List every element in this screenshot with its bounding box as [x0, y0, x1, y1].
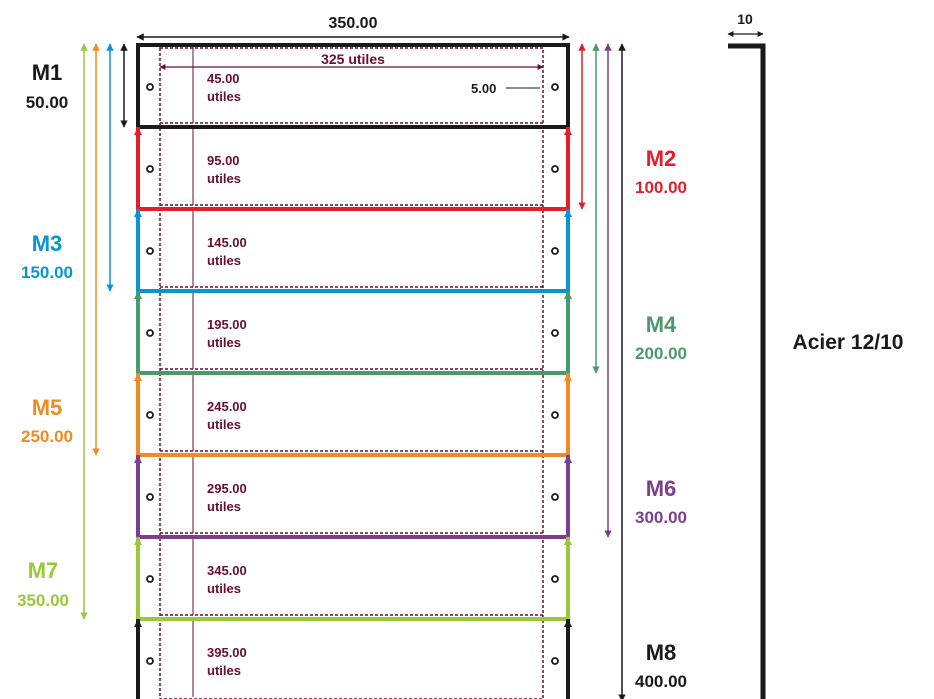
module-frame-M8 — [136, 619, 570, 699]
fixing-hole-left-M6 — [146, 493, 154, 501]
module-wall-tip-right-M6 — [564, 455, 572, 463]
fixing-hole-right-M3 — [551, 247, 559, 255]
module-wall-tip-left-M2 — [134, 127, 142, 135]
module-name-M2: M2 — [646, 146, 677, 171]
fixing-hole-right-M8 — [551, 657, 559, 665]
usable-height-word-M2: utiles — [207, 171, 241, 186]
module-wall-tip-left-M6 — [134, 455, 142, 463]
module-wall-tip-right-M2 — [564, 127, 572, 135]
module-frame-M3 — [136, 209, 570, 293]
module-wall-tip-left-M5 — [134, 373, 142, 381]
fixing-hole-right-M5 — [551, 411, 559, 419]
usable-height-value-M3: 145.00 — [207, 235, 247, 250]
module-frame-M7 — [136, 537, 570, 621]
hole-offset-label: 5.00 — [471, 81, 496, 96]
usable-height-value-M4: 195.00 — [207, 317, 247, 332]
module-frame-M1 — [136, 43, 570, 129]
usable-height-word-M6: utiles — [207, 499, 241, 514]
module-wall-tip-left-M7 — [134, 537, 142, 545]
module-height-M7: 350.00 — [17, 591, 69, 610]
usable-height-word-M4: utiles — [207, 335, 241, 350]
module-name-M6: M6 — [646, 476, 677, 501]
fixing-hole-left-M5 — [146, 411, 154, 419]
usable-height-word-M5: utiles — [207, 417, 241, 432]
usable-height-value-M8: 395.00 — [207, 645, 247, 660]
usable-width-label: 325 utiles — [321, 51, 385, 67]
module-name-M5: M5 — [32, 395, 63, 420]
module-wall-tip-right-M3 — [564, 209, 572, 217]
fixing-hole-right-M2 — [551, 165, 559, 173]
fixing-hole-right-M6 — [551, 493, 559, 501]
module-wall-tip-right-M5 — [564, 373, 572, 381]
fixing-hole-left-M2 — [146, 165, 154, 173]
usable-height-word-M3: utiles — [207, 253, 241, 268]
fixing-hole-left-M1 — [146, 83, 154, 91]
steel-profile-section — [728, 43, 766, 699]
module-wall-tip-right-M4 — [564, 291, 572, 299]
usable-height-value-M2: 95.00 — [207, 153, 240, 168]
width-label: 350.00 — [329, 15, 378, 32]
module-height-M5: 250.00 — [21, 427, 73, 446]
module-name-M1: M1 — [32, 60, 63, 85]
module-wall-tip-left-M3 — [134, 209, 142, 217]
module-height-M1: 50.00 — [26, 93, 69, 112]
module-frame-M4 — [136, 291, 570, 375]
usable-height-word-M1: utiles — [207, 89, 241, 104]
module-wall-tip-left-M4 — [134, 291, 142, 299]
fixing-hole-right-M7 — [551, 575, 559, 583]
fixing-hole-left-M3 — [146, 247, 154, 255]
usable-height-value-M1: 45.00 — [207, 71, 240, 86]
module-name-M3: M3 — [32, 231, 63, 256]
module-name-M7: M7 — [28, 558, 59, 583]
module-frame-M2 — [136, 127, 570, 211]
module-name-M4: M4 — [646, 312, 677, 337]
module-wall-tip-right-M8 — [564, 619, 572, 627]
usable-height-word-M7: utiles — [207, 581, 241, 596]
fixing-hole-left-M8 — [146, 657, 154, 665]
usable-height-value-M5: 245.00 — [207, 399, 247, 414]
usable-height-value-M6: 295.00 — [207, 481, 247, 496]
module-name-M8: M8 — [646, 640, 677, 665]
module-height-M6: 300.00 — [635, 508, 687, 527]
usable-height-word-M8: utiles — [207, 663, 241, 678]
usable-height-value-M7: 345.00 — [207, 563, 247, 578]
module-height-M2: 100.00 — [635, 178, 687, 197]
module-height-M8: 400.00 — [635, 672, 687, 691]
module-wall-tip-right-M7 — [564, 537, 572, 545]
module-frame-M6 — [136, 455, 570, 539]
fixing-hole-right-M1 — [551, 83, 559, 91]
fixing-hole-right-M4 — [551, 329, 559, 337]
module-frame-M5 — [136, 373, 570, 457]
flange-label: 10 — [737, 11, 753, 27]
material-label: Acier 12/10 — [793, 331, 904, 354]
module-height-M4: 200.00 — [635, 344, 687, 363]
fixing-hole-left-M4 — [146, 329, 154, 337]
module-height-M3: 150.00 — [21, 263, 73, 282]
module-wall-tip-left-M8 — [134, 619, 142, 627]
fixing-hole-left-M7 — [146, 575, 154, 583]
